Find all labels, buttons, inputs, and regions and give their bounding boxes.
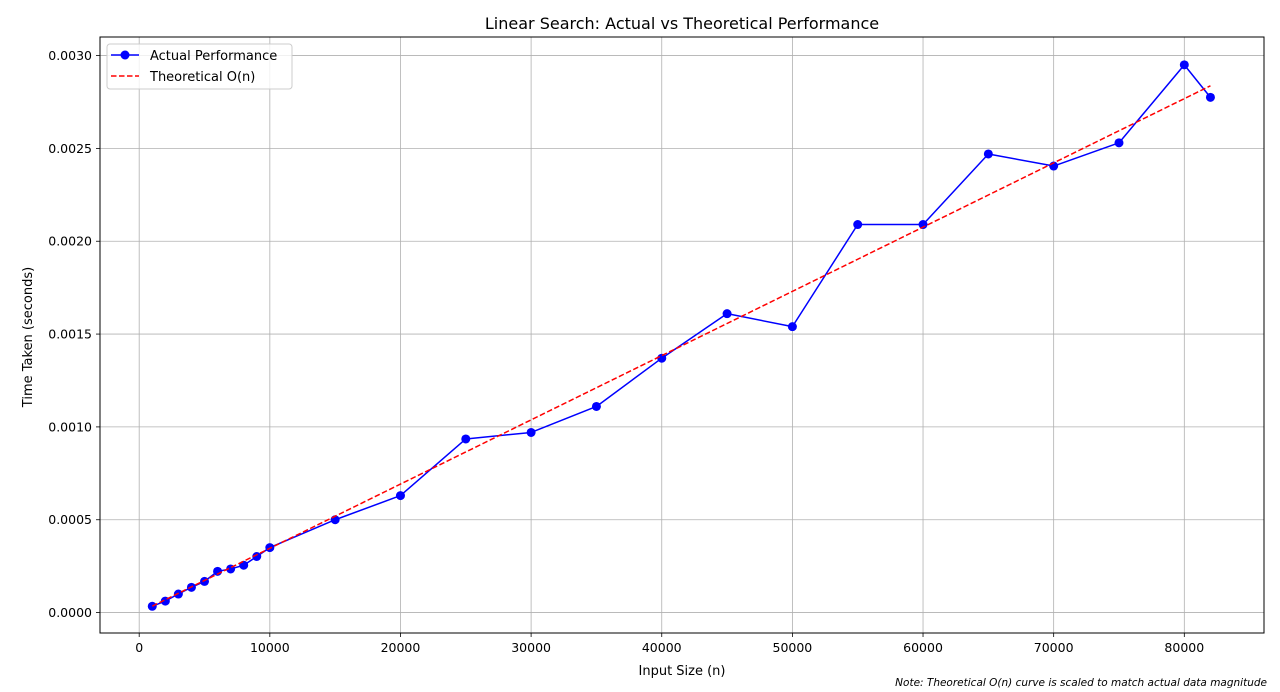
actual-performance-point <box>461 434 471 444</box>
actual-performance-point <box>147 601 157 611</box>
actual-performance-point <box>1179 60 1189 70</box>
theoretical-line <box>151 85 1211 607</box>
y-tick-label: 0.0030 <box>48 48 92 63</box>
actual-performance-point <box>1114 138 1124 148</box>
legend-actual-label: Actual Performance <box>150 49 277 64</box>
y-tick-label: 0.0020 <box>48 234 92 249</box>
y-tick-label: 0.0015 <box>48 327 92 342</box>
legend-theoretical-label: Theoretical O(n) <box>149 70 255 85</box>
x-tick-label: 50000 <box>773 640 813 655</box>
x-tick-label: 30000 <box>511 640 551 655</box>
x-tick-label: 80000 <box>1164 640 1204 655</box>
y-tick-label: 0.0010 <box>48 419 92 434</box>
legend-box <box>106 43 293 90</box>
actual-performance-point <box>200 576 210 586</box>
series-area <box>147 60 1215 611</box>
actual-performance-point <box>787 322 797 332</box>
actual-performance-point <box>722 309 732 319</box>
plot-frame <box>99 36 1265 634</box>
x-tick-label: 40000 <box>642 640 682 655</box>
x-tick-label: 0 <box>135 640 143 655</box>
chart-title: Linear Search: Actual vs Theoretical Per… <box>485 14 879 33</box>
y-tick-label: 0.0005 <box>48 512 92 527</box>
y-tick-label: 0.0025 <box>48 141 92 156</box>
x-tick-label: 20000 <box>381 640 421 655</box>
actual-performance-point <box>853 220 863 230</box>
actual-performance-point <box>395 491 405 501</box>
x-tick-label: 10000 <box>250 640 290 655</box>
y-tick-label: 0.0000 <box>48 605 92 620</box>
actual-performance-point <box>526 427 536 437</box>
legend: Actual Performance Theoretical O(n) <box>106 43 293 90</box>
x-tick-label: 60000 <box>903 640 943 655</box>
axes: 0 10000 20000 30000 40000 50000 60000 70000 8000… <box>48 48 1204 655</box>
legend-actual-marker <box>120 50 130 60</box>
scaling-note: Note: Theoretical O(n) curve is scaled t… <box>895 677 1267 689</box>
actual-performance-line <box>151 64 1212 607</box>
grid <box>100 37 1264 633</box>
actual-performance-point <box>591 401 601 411</box>
actual-performance-point <box>983 149 993 159</box>
x-axis-label: Input Size (n) <box>639 664 726 679</box>
actual-performance-point <box>1205 92 1215 102</box>
actual-performance-point <box>252 552 262 562</box>
y-axis-label: Time Taken (seconds) <box>21 267 36 408</box>
x-tick-label: 70000 <box>1034 640 1074 655</box>
actual-performance-point <box>657 353 667 363</box>
